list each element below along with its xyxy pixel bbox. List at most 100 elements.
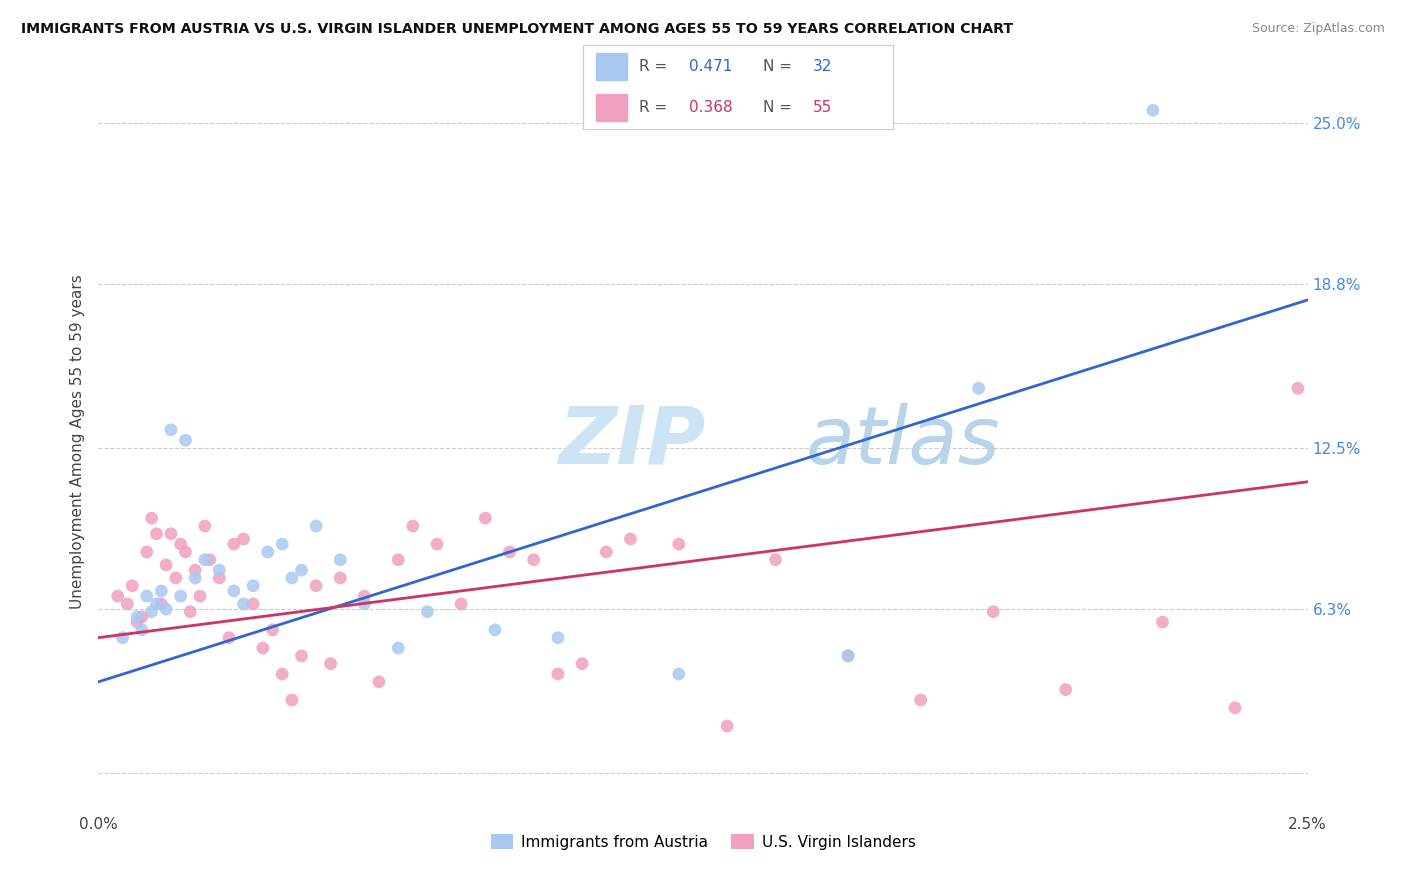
Point: [290, 648, 312, 663]
Point: [145, 526, 167, 541]
Point: [131, 610, 153, 624]
Point: [194, 553, 217, 567]
Point: [160, 526, 183, 541]
Point: [281, 571, 304, 585]
Y-axis label: Unemployment Among Ages 55 to 59 years: Unemployment Among Ages 55 to 59 years: [69, 274, 84, 609]
Point: [387, 641, 409, 656]
Point: [547, 631, 569, 645]
Point: [222, 537, 245, 551]
Legend: Immigrants from Austria, U.S. Virgin Islanders: Immigrants from Austria, U.S. Virgin Isl…: [485, 828, 921, 856]
Point: [232, 597, 254, 611]
Point: [127, 610, 149, 624]
Point: [218, 631, 240, 645]
Point: [184, 563, 207, 577]
Point: [498, 545, 520, 559]
Point: [150, 583, 173, 598]
Text: 32: 32: [813, 59, 832, 74]
Point: [208, 563, 231, 577]
Point: [145, 597, 167, 611]
Point: [242, 597, 264, 611]
Point: [135, 589, 157, 603]
Point: [305, 519, 328, 533]
Point: [174, 434, 197, 448]
Point: [262, 623, 284, 637]
Point: [242, 579, 264, 593]
Point: [305, 579, 328, 593]
Point: [910, 693, 932, 707]
Text: IMMIGRANTS FROM AUSTRIA VS U.S. VIRGIN ISLANDER UNEMPLOYMENT AMONG AGES 55 TO 59: IMMIGRANTS FROM AUSTRIA VS U.S. VIRGIN I…: [21, 22, 1014, 37]
Text: R =: R =: [640, 59, 672, 74]
Point: [402, 519, 425, 533]
Point: [141, 605, 163, 619]
Point: [668, 667, 690, 681]
Point: [271, 667, 294, 681]
Point: [160, 423, 183, 437]
Point: [523, 553, 546, 567]
Point: [184, 571, 207, 585]
Point: [716, 719, 738, 733]
Point: [208, 571, 231, 585]
Point: [981, 605, 1004, 619]
Point: [426, 537, 449, 551]
Text: Source: ZipAtlas.com: Source: ZipAtlas.com: [1251, 22, 1385, 36]
Point: [571, 657, 593, 671]
Point: [155, 558, 177, 572]
Point: [174, 545, 197, 559]
Point: [290, 563, 312, 577]
Point: [967, 381, 990, 395]
Text: N =: N =: [763, 59, 797, 74]
Bar: [596, 94, 627, 120]
Point: [135, 545, 157, 559]
Point: [117, 597, 139, 611]
Point: [387, 553, 409, 567]
Point: [595, 545, 617, 559]
Point: [232, 532, 254, 546]
Point: [256, 545, 278, 559]
Point: [619, 532, 641, 546]
Point: [281, 693, 304, 707]
Point: [1142, 103, 1164, 118]
Point: [1223, 701, 1246, 715]
Point: [547, 667, 569, 681]
Text: 0.471: 0.471: [689, 59, 733, 74]
Point: [188, 589, 211, 603]
Text: atlas: atlas: [806, 402, 1001, 481]
Text: ZIP: ZIP: [558, 402, 706, 481]
Point: [837, 648, 859, 663]
Point: [837, 648, 859, 663]
Point: [252, 641, 274, 656]
Point: [165, 571, 187, 585]
Point: [329, 553, 352, 567]
Point: [353, 597, 375, 611]
Point: [1152, 615, 1174, 629]
Point: [329, 571, 352, 585]
Point: [107, 589, 129, 603]
Point: [169, 589, 191, 603]
Point: [179, 605, 201, 619]
Text: N =: N =: [763, 100, 797, 115]
Point: [131, 623, 153, 637]
Point: [450, 597, 472, 611]
Point: [150, 597, 173, 611]
Point: [668, 537, 690, 551]
Text: 0.368: 0.368: [689, 100, 733, 115]
Point: [198, 553, 221, 567]
Point: [111, 631, 134, 645]
Point: [222, 583, 245, 598]
Point: [121, 579, 143, 593]
Bar: [596, 54, 627, 80]
Point: [765, 553, 787, 567]
Point: [416, 605, 439, 619]
Point: [1054, 682, 1077, 697]
Point: [127, 615, 149, 629]
Text: R =: R =: [640, 100, 672, 115]
Point: [169, 537, 191, 551]
Point: [319, 657, 342, 671]
Text: 55: 55: [813, 100, 831, 115]
Point: [194, 519, 217, 533]
Point: [484, 623, 506, 637]
Point: [271, 537, 294, 551]
Point: [1286, 381, 1309, 395]
Point: [141, 511, 163, 525]
Point: [155, 602, 177, 616]
